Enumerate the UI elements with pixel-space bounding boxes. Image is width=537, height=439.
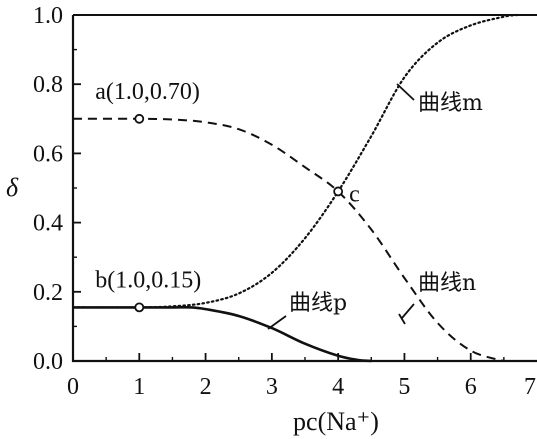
curve-n-leader-cap [398,313,406,325]
curves [71,13,519,363]
curve-label: 曲线m [418,91,483,116]
point-marker [134,302,145,313]
x-tick-label: 7 [524,374,536,400]
x-tick-label: 5 [398,374,410,400]
curve-labels: 曲线m 曲线n 曲线p [267,83,483,330]
point-label: b(1.0,0.15) [95,267,201,293]
point-marker [134,113,145,124]
x-tick-label: 1 [133,374,145,400]
x-tick-label: 3 [266,374,278,400]
x-tick-label: 4 [332,374,344,400]
x-tick-label: 2 [200,374,212,400]
point-label: c [349,181,360,207]
series-line-2 [73,305,372,363]
x-tick-label: 0 [67,374,79,400]
marked-points: a(1.0,0.70) b(1.0,0.15) c [95,79,360,313]
curve-leader-line [267,315,287,330]
x-axis-label: pc(Na⁺) [293,407,379,436]
axes: 0 1 2 3 4 5 6 7 0.0 0.2 0.4 0.6 0.8 1.0 [33,3,537,400]
y-tick-label: 0.6 [33,141,63,167]
curve-label: 曲线p [289,291,347,316]
y-tick-label: 1.0 [33,3,63,29]
y-tick-label: 0.0 [33,349,63,375]
y-axis-label: δ [6,173,19,202]
point-marker [333,186,344,197]
x-tick-label: 6 [465,374,477,400]
series-line-1 [72,117,505,362]
y-tick-label: 0.4 [33,211,63,237]
curve-label: 曲线n [418,271,476,296]
curve-leader-line [401,303,415,319]
y-tick-label: 0.2 [33,280,63,306]
y-tick-label: 0.8 [33,72,63,98]
point-label: a(1.0,0.70) [95,79,200,105]
curve-leader-line [396,83,415,101]
